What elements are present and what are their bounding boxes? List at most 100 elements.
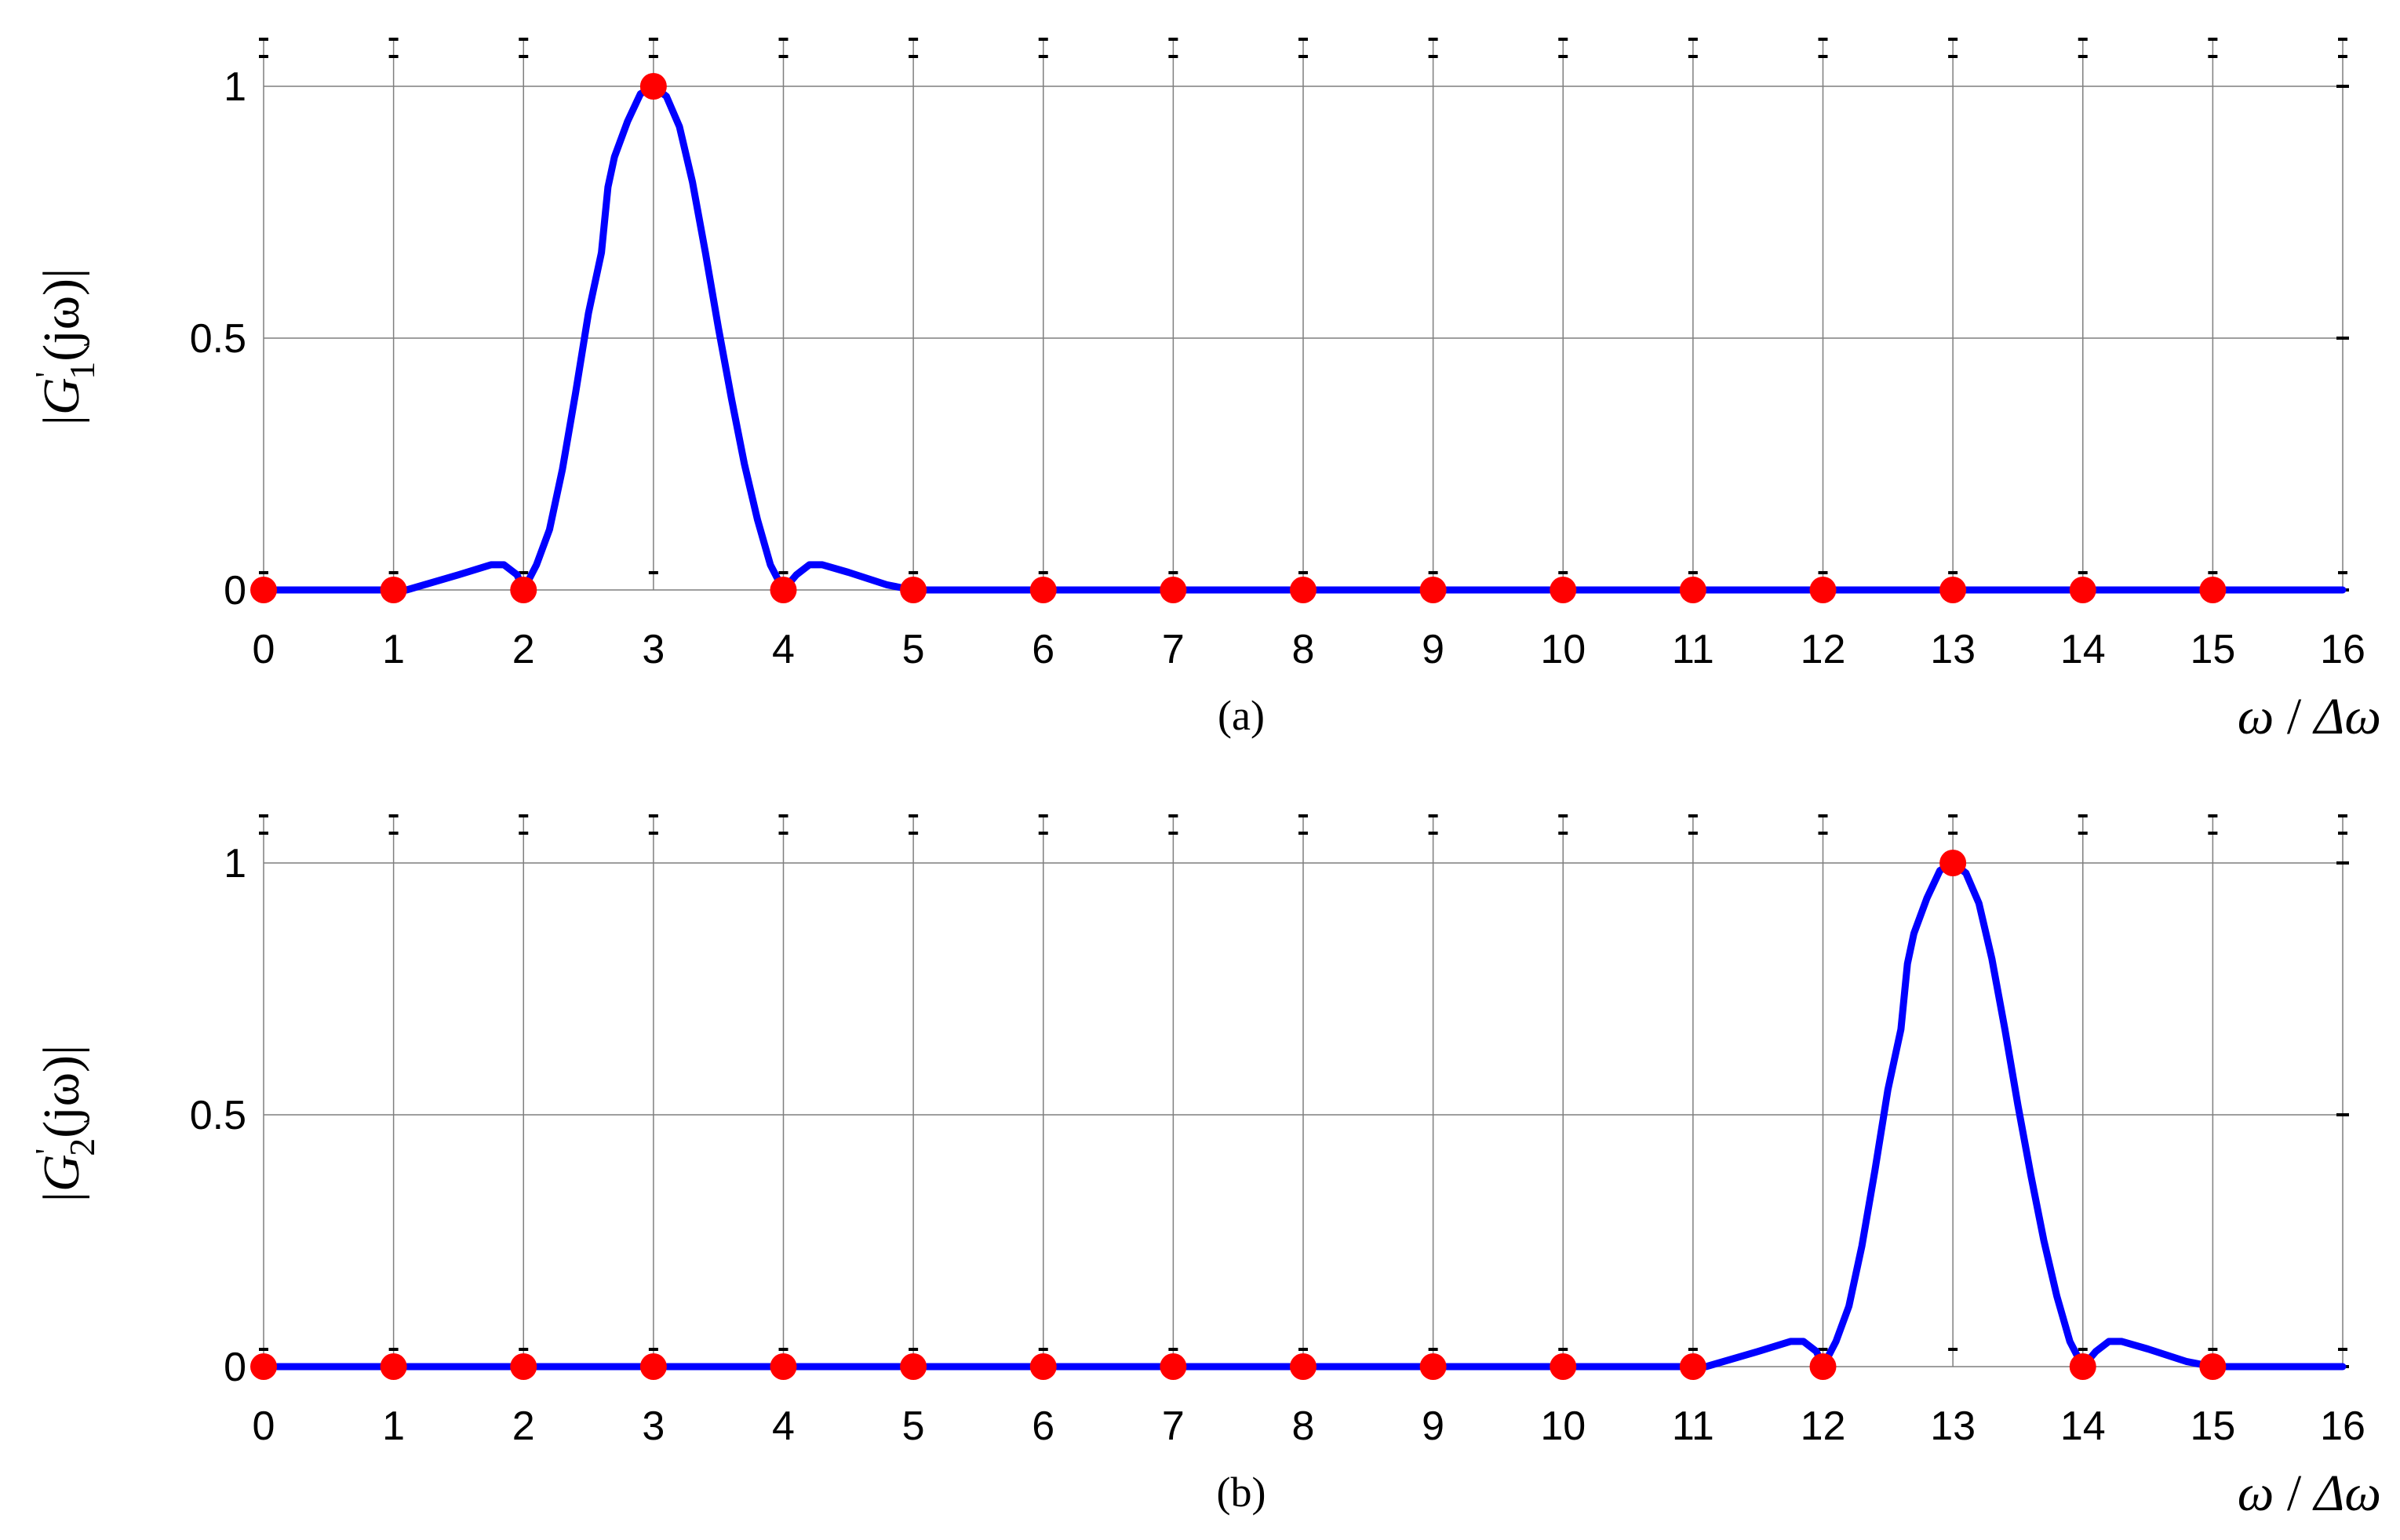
sample-point — [1679, 1353, 1706, 1380]
y-label-argument: (jω) — [33, 1055, 90, 1138]
sample-point — [770, 1353, 797, 1380]
svg-text:|G'1(jω)|: |G'1(jω)| — [30, 268, 102, 425]
sample-point — [1160, 1353, 1187, 1380]
sample-point — [1290, 1353, 1317, 1380]
x-label-numerator: ω — [2238, 1465, 2274, 1522]
x-tick-label: 12 — [1801, 627, 1846, 672]
x-tick-label: 6 — [1032, 1403, 1054, 1449]
x-tick-label: 3 — [642, 1403, 665, 1449]
sample-point — [1160, 577, 1187, 603]
x-tick-labels: 0 1 2 3 4 5 6 7 8 9 10 11 12 13 14 15 16 — [253, 627, 2365, 672]
y-tick-label: 1 — [224, 64, 246, 110]
x-tick-label: 9 — [1422, 1403, 1444, 1449]
sample-point — [1550, 1353, 1577, 1380]
sample-point — [900, 577, 927, 603]
y-label-bar-right: | — [33, 1045, 90, 1055]
x-tick-label: 1 — [382, 1403, 405, 1449]
x-tick-label: 1 — [382, 627, 405, 672]
sample-point — [2069, 577, 2096, 603]
y-tick-label: 0 — [224, 1345, 246, 1390]
y-label-bar-left: | — [33, 1192, 90, 1202]
sample-point — [250, 1353, 277, 1380]
sample-point — [2199, 577, 2227, 603]
y-label-base: G — [33, 1154, 90, 1192]
x-tick-label: 16 — [2320, 1403, 2365, 1449]
x-tick-label: 8 — [1292, 627, 1315, 672]
sample-point — [380, 1353, 407, 1380]
sample-point — [1939, 850, 1967, 876]
markers-layer — [250, 850, 2227, 1380]
x-tick-label: 8 — [1292, 1403, 1315, 1449]
x-label-denominator: Δω — [2312, 688, 2381, 745]
sample-point — [510, 1353, 537, 1380]
y-label-superscript: ' — [30, 1149, 66, 1155]
sample-point — [1939, 577, 1967, 603]
x-tick-label: 4 — [772, 1403, 795, 1449]
x-label-numerator: ω — [2238, 688, 2274, 745]
sample-point — [1809, 577, 1837, 603]
panel-caption: (a) — [1218, 692, 1265, 739]
x-label-separator: / — [2274, 1465, 2314, 1522]
x-tick-label: 4 — [772, 627, 795, 672]
y-axis-label: |G'1(jω)| — [30, 268, 102, 425]
sample-point — [250, 577, 277, 603]
y-tick-labels: 00.51 — [190, 64, 246, 613]
y-tick-labels: 00.51 — [190, 841, 246, 1390]
sample-point — [380, 577, 407, 603]
sample-point — [1290, 577, 1317, 603]
y-label-superscript: ' — [30, 372, 66, 378]
sample-point — [2199, 1353, 2227, 1380]
y-tick-label: 0.5 — [190, 316, 246, 362]
x-tick-label: 3 — [642, 627, 665, 672]
y-tick-label: 0.5 — [190, 1093, 246, 1138]
series-line — [260, 82, 2347, 594]
y-tick-label: 1 — [224, 841, 246, 887]
grid — [259, 814, 2349, 1368]
x-label-separator: / — [2274, 688, 2314, 745]
x-label-denominator: Δω — [2312, 1465, 2381, 1522]
x-tick-label: 13 — [1930, 1403, 1976, 1449]
x-tick-label: 14 — [2060, 627, 2106, 672]
x-tick-label: 2 — [512, 627, 535, 672]
x-tick-label: 0 — [253, 627, 275, 672]
y-label-argument: (jω) — [33, 279, 90, 362]
svg-text:|G'2(jω)|: |G'2(jω)| — [30, 1045, 102, 1202]
x-tick-label: 5 — [902, 627, 925, 672]
x-tick-label: 10 — [1540, 627, 1586, 672]
sample-point — [1550, 577, 1577, 603]
sample-point — [639, 73, 667, 100]
markers-layer — [250, 73, 2227, 603]
x-axis-label: ω / Δω — [2238, 1465, 2381, 1522]
x-tick-label: 16 — [2320, 627, 2365, 672]
sample-point — [2069, 1353, 2096, 1380]
y-label-bar-right: | — [33, 268, 90, 279]
x-tick-label: 9 — [1422, 627, 1444, 672]
x-tick-label: 15 — [2190, 1403, 2235, 1449]
sample-point — [1419, 1353, 1447, 1380]
x-tick-label: 7 — [1162, 1403, 1185, 1449]
panel-b: 0 1 2 3 4 5 6 7 8 9 10 11 12 13 14 15 16 00.51 (b) ω / Δ… — [30, 814, 2381, 1522]
sample-point — [1809, 1353, 1837, 1380]
y-label-subscript: 2 — [62, 1138, 102, 1156]
x-tick-label: 13 — [1930, 627, 1976, 672]
panel-caption: (b) — [1217, 1469, 1266, 1516]
x-tick-label: 2 — [512, 1403, 535, 1449]
sample-point — [1679, 577, 1706, 603]
y-label-bar-left: | — [33, 415, 90, 425]
x-tick-label: 7 — [1162, 627, 1185, 672]
y-label-subscript: 1 — [62, 362, 102, 380]
y-tick-label: 0 — [224, 568, 246, 613]
x-tick-label: 12 — [1801, 1403, 1846, 1449]
x-tick-label: 14 — [2060, 1403, 2106, 1449]
sample-point — [1029, 577, 1057, 603]
x-tick-label: 6 — [1032, 627, 1054, 672]
sample-point — [639, 1353, 667, 1380]
x-tick-label: 11 — [1672, 627, 1714, 672]
sample-point — [770, 577, 797, 603]
x-axis-label: ω / Δω — [2238, 688, 2381, 745]
curve-layer — [260, 82, 2347, 594]
x-tick-label: 11 — [1672, 1403, 1714, 1449]
grid — [259, 38, 2349, 592]
x-tick-label: 10 — [1540, 1403, 1586, 1449]
